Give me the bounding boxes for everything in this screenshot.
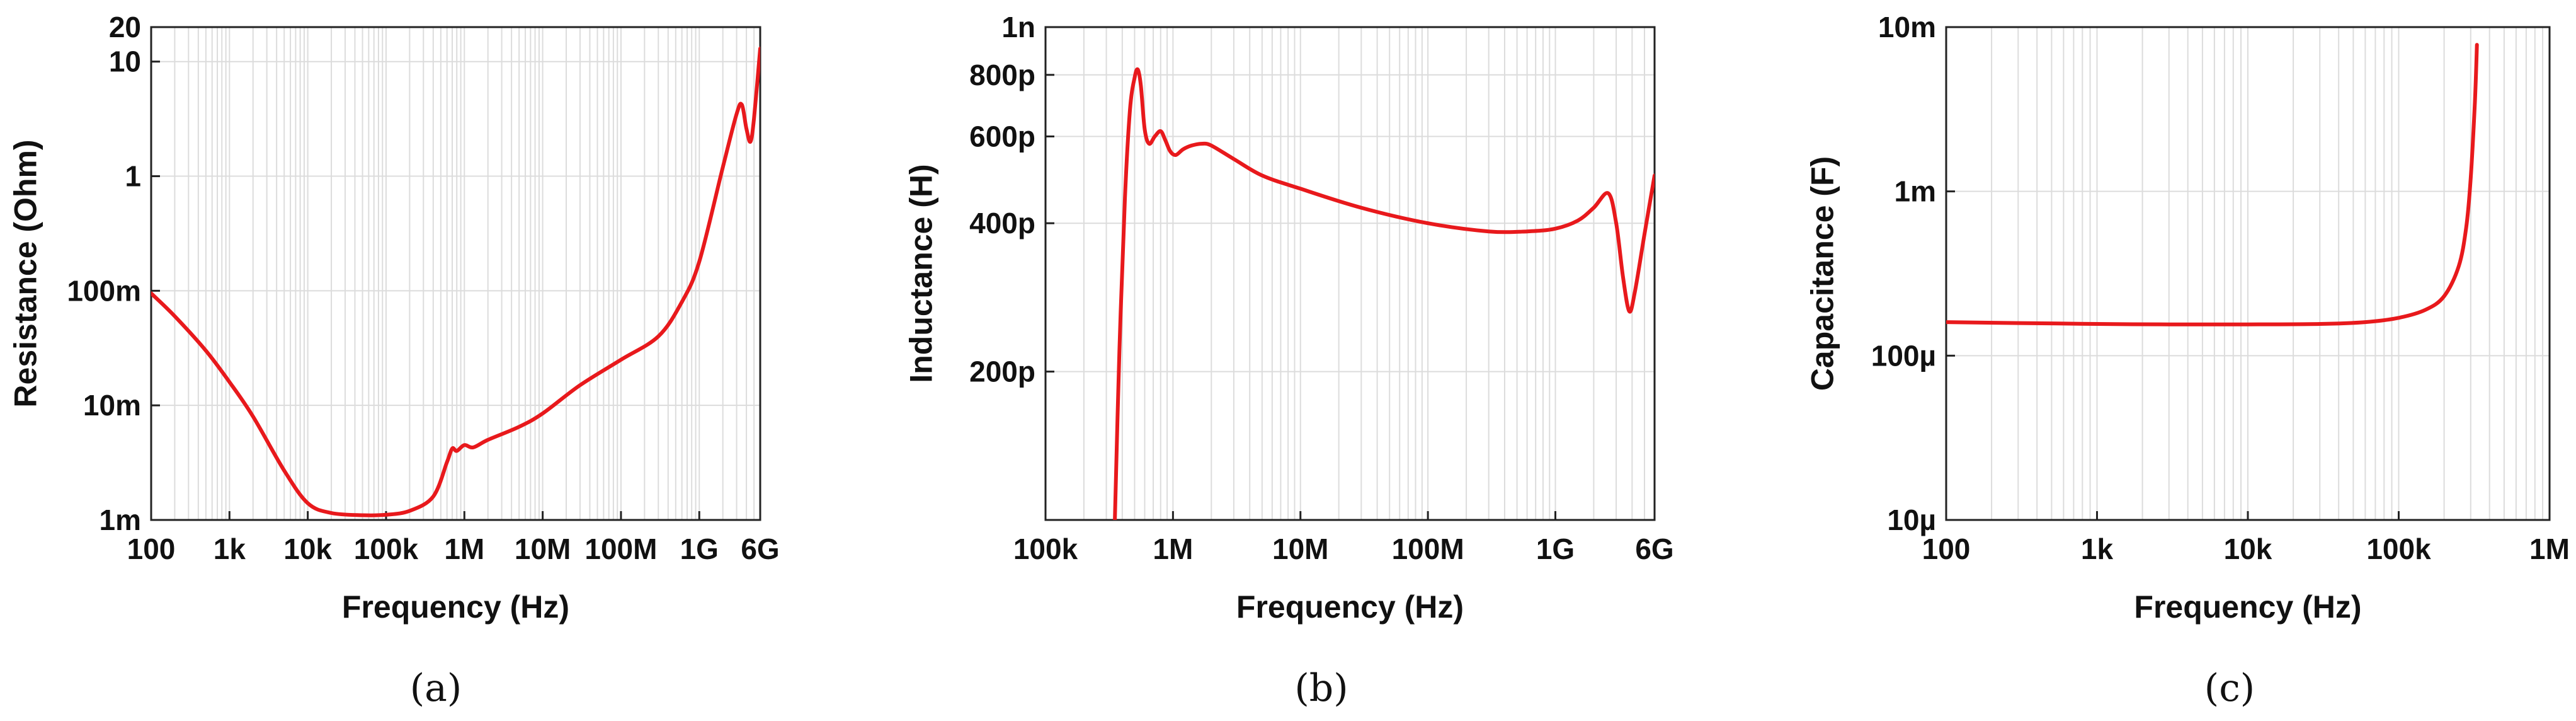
panel-caption: (a) [410,666,462,710]
y-tick-label: 1m [1895,175,1936,208]
series-line [151,47,760,517]
y-axis-label: Inductance (H) [904,164,939,383]
x-tick-label: 1M [2529,533,2570,565]
chart-panel-b: 100k 1M 10M 100M 1G 6G 200p 400p 600p 800p 1n Frequ… [904,11,1674,710]
y-tick-label: 10m [1878,11,1936,43]
y-tick-label: 10 [109,45,141,78]
x-tick-label: 10k [283,533,332,565]
y-tick-label: 1m [100,504,141,536]
y-tick-label: 600p [969,120,1035,153]
series-line [1946,43,2479,326]
x-tick-label: 10M [1272,533,1328,565]
x-tick-label: 1G [680,533,719,565]
y-axis-label: Resistance (Ohm) [8,139,43,407]
x-tick-label: 100M [584,533,657,565]
x-tick-label: 1k [214,533,246,565]
y-tick-label: 10µ [1887,504,1936,536]
chart-panel-c: 100 1k 10k 100k 1M 10µ 100µ 1m 10m Frequency (Hz)… [1805,11,2570,710]
x-tick-label: 100k [354,533,419,565]
y-tick-label: 20 [109,11,141,43]
series-line [1113,67,1655,520]
y-tick-label: 1n [1001,11,1035,43]
x-axis-label: Frequency (Hz) [1236,589,1464,625]
y-axis-label: Capacitance (F) [1805,156,1840,391]
x-tick-label: 10k [2224,533,2272,565]
y-tick-label: 10m [83,389,141,422]
plot-frame [1044,26,1656,521]
x-tick-label: 100M [1392,533,1464,565]
y-tick-label: 100µ [1871,339,1936,372]
y-tick-label: 400p [969,207,1035,239]
x-axis-label: Frequency (Hz) [342,589,569,625]
y-tick-label: 100m [67,274,141,307]
panel-caption: (b) [1294,666,1348,710]
x-axis-label: Frequency (Hz) [2134,589,2361,625]
x-tick-label: 1M [1153,533,1193,565]
x-tick-label: 1G [1536,533,1575,565]
x-tick-label: 6G [1635,533,1673,565]
x-tick-label: 100k [2366,533,2431,565]
x-tick-label: 1M [444,533,484,565]
x-tick-label: 10M [515,533,571,565]
panel-caption: (c) [2204,666,2255,710]
x-tick-label: 100 [127,533,176,565]
y-tick-label: 800p [969,59,1035,91]
plot-frame [150,26,761,521]
y-tick-label: 200p [969,355,1035,388]
x-tick-label: 100k [1013,533,1078,565]
x-tick-label: 1k [2081,533,2114,565]
x-tick-label: 100 [1922,533,1971,565]
y-tick-label: 1 [125,160,141,193]
x-tick-label: 6G [741,533,779,565]
